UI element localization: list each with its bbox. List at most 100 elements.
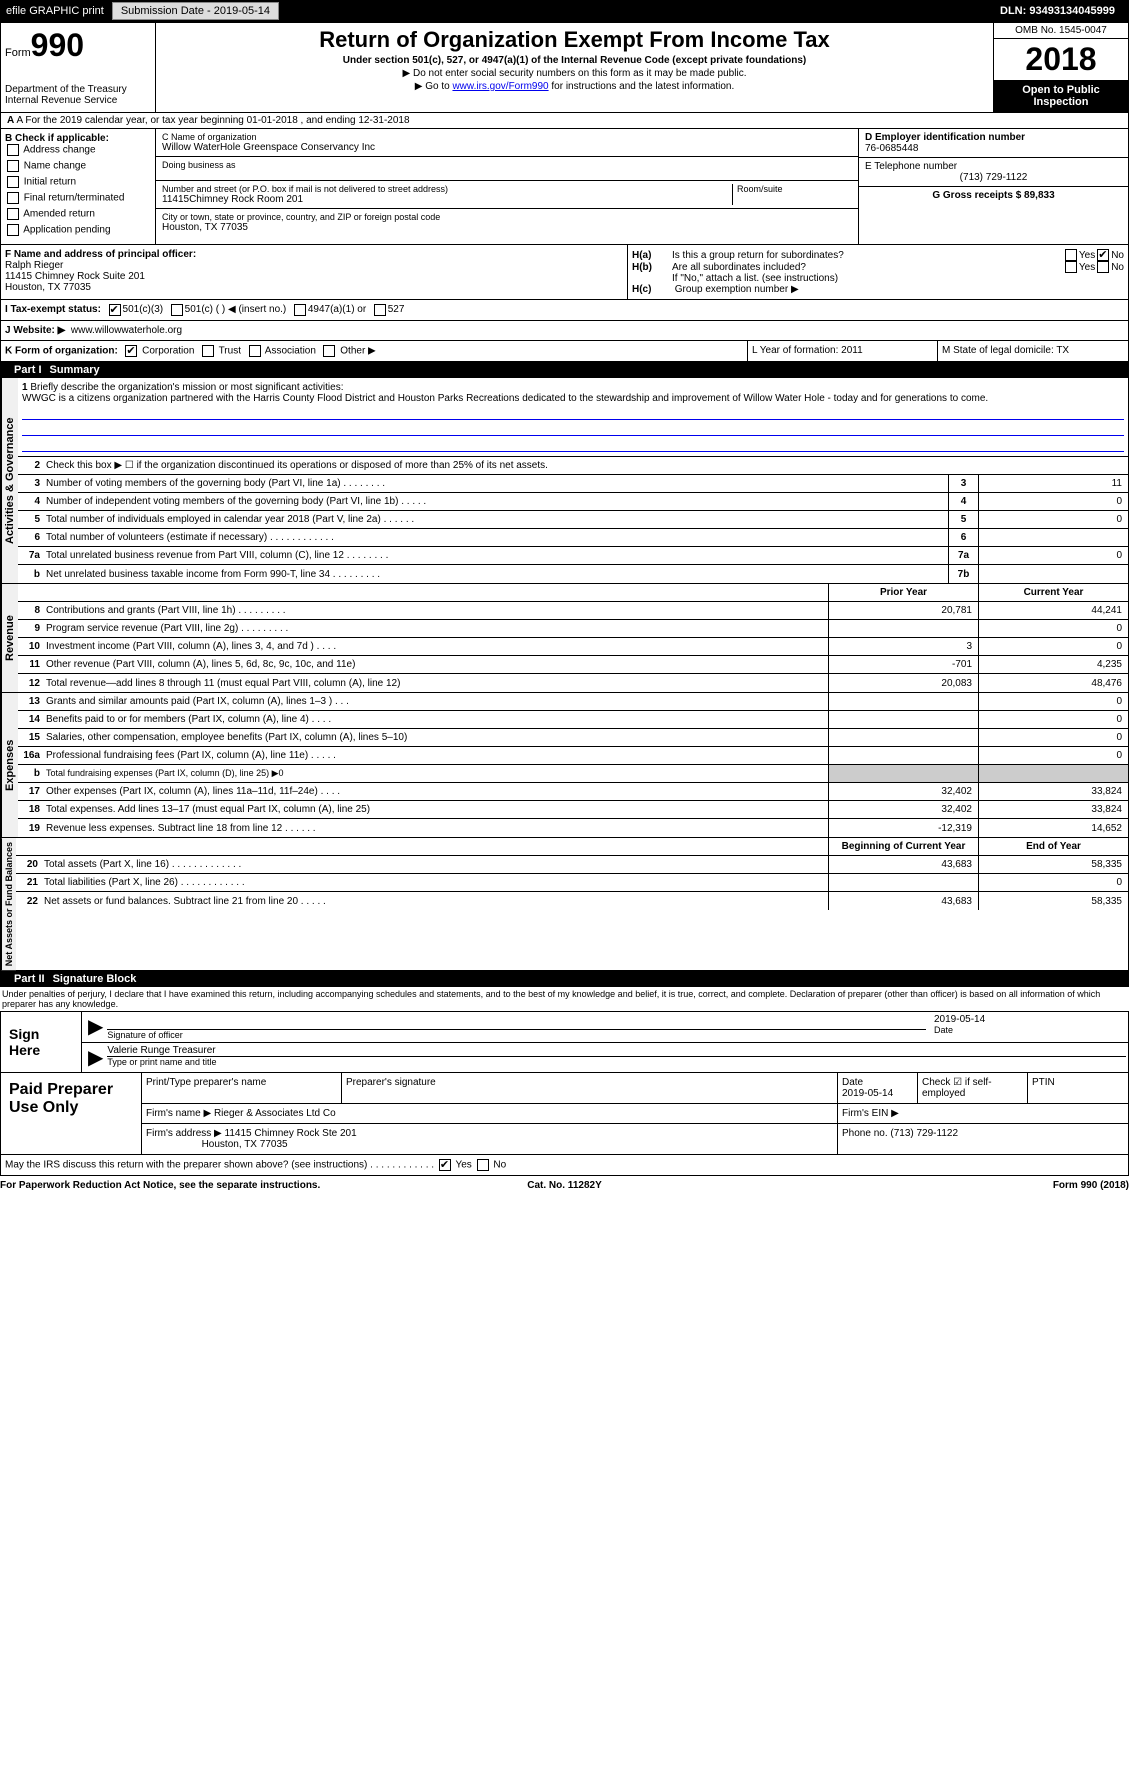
cb-addr: Address change [5, 144, 151, 156]
row-fh: F Name and address of principal officer:… [0, 245, 1129, 300]
hc-text: Group exemption number ▶ [675, 284, 799, 295]
row-j: J Website: ▶ www.willowwaterhole.org [0, 321, 1129, 341]
q2: Check this box ▶ ☐ if the organization d… [42, 458, 1128, 473]
q1-text: WWGC is a citizens organization partnere… [22, 393, 988, 404]
vlabel-gov: Activities & Governance [1, 378, 18, 583]
discuss-no-cb [477, 1159, 489, 1171]
c17: 33,824 [978, 783, 1128, 800]
c16b [978, 765, 1128, 782]
c12: 48,476 [978, 674, 1128, 692]
g-label: G Gross receipts $ 89,833 [865, 190, 1122, 201]
c19: 14,652 [978, 819, 1128, 837]
sig-officer-label: Signature of officer [107, 1030, 926, 1040]
preparer-section: Paid Preparer Use Only Print/Type prepar… [0, 1073, 1129, 1155]
form-number: 990 [31, 27, 84, 63]
expenses-section: Expenses 13Grants and similar amounts pa… [0, 693, 1129, 838]
p16b [828, 765, 978, 782]
q15: Salaries, other compensation, employee b… [42, 730, 828, 745]
p13 [828, 693, 978, 710]
q11: Other revenue (Part VIII, column (A), li… [42, 657, 828, 672]
firm-ein: Firm's EIN ▶ [838, 1104, 1128, 1123]
sign-section: Sign Here ▶ Signature of officer 2019-05… [0, 1011, 1129, 1073]
c10: 0 [978, 638, 1128, 655]
c14: 0 [978, 711, 1128, 728]
hdr-prior: Prior Year [828, 584, 978, 601]
v5: 0 [978, 511, 1128, 528]
q19: Revenue less expenses. Subtract line 18 … [42, 821, 828, 836]
open-public: Open to Public Inspection [994, 80, 1128, 112]
d-label: D Employer identification number [865, 132, 1122, 143]
cb-other [323, 345, 335, 357]
row-i: I Tax-exempt status: 501(c)(3) 501(c) ( … [0, 300, 1129, 321]
q1-label: Briefly describe the organization's miss… [30, 382, 343, 393]
q1-block: 1 Briefly describe the organization's mi… [18, 378, 1128, 457]
footer: For Paperwork Reduction Act Notice, see … [0, 1176, 1129, 1195]
p22: 43,683 [828, 892, 978, 910]
footer-right: Form 990 (2018) [753, 1180, 1129, 1191]
firm-addr: 11415 Chimney Rock Ste 201 [225, 1128, 357, 1139]
c16a: 0 [978, 747, 1128, 764]
e-label: E Telephone number [865, 161, 1122, 172]
p11: -701 [828, 656, 978, 673]
i-label: I Tax-exempt status: [5, 304, 101, 316]
section-b: B Check if applicable: Address change Na… [0, 129, 1129, 245]
footer-left: For Paperwork Reduction Act Notice, see … [0, 1180, 376, 1191]
ha-yes-cb [1065, 249, 1077, 261]
v4: 0 [978, 493, 1128, 510]
gross-row: G Gross receipts $ 89,833 [859, 187, 1128, 211]
v3: 11 [978, 475, 1128, 492]
note2-pre: ▶ Go to [415, 81, 453, 92]
q9: Program service revenue (Part VIII, line… [42, 621, 828, 636]
c20: 58,335 [978, 856, 1128, 873]
m-state: M State of legal domicile: TX [938, 341, 1128, 361]
form-id-box: Form990 Department of the Treasury Inter… [1, 23, 156, 112]
phone: (713) 729-1122 [865, 172, 1122, 183]
col-mid: C Name of organization Willow WaterHole … [156, 129, 858, 244]
row-a: A A For the 2019 calendar year, or tax y… [0, 113, 1129, 129]
room-label: Room/suite [737, 184, 852, 194]
p14 [828, 711, 978, 728]
row-k-lm: K Form of organization: Corporation Trus… [0, 341, 1129, 362]
c22: 58,335 [978, 892, 1128, 910]
hdr-current: Current Year [978, 584, 1128, 601]
city-row: City or town, state or province, country… [156, 209, 858, 236]
q16b: Total fundraising expenses (Part IX, col… [42, 766, 828, 781]
title-box: Return of Organization Exempt From Incom… [156, 23, 993, 112]
officer-addr2: Houston, TX 77035 [5, 282, 623, 293]
prep-col1: Print/Type preparer's name [142, 1073, 342, 1103]
dba-label: Doing business as [162, 160, 852, 170]
sig-date: 2019-05-14 [934, 1014, 1126, 1025]
q4: Number of independent voting members of … [42, 494, 948, 509]
prep-date: 2019-05-14 [842, 1088, 893, 1099]
dln: DLN: 93493134045999 [1000, 5, 1115, 17]
p17: 32,402 [828, 783, 978, 800]
discuss-row: May the IRS discuss this return with the… [0, 1155, 1129, 1176]
row-a-text: A For the 2019 calendar year, or tax yea… [16, 115, 409, 126]
h-section: H(a) Is this a group return for subordin… [628, 245, 1128, 299]
h-note: If "No," attach a list. (see instruction… [632, 273, 1124, 284]
cb-name: Name change [5, 160, 151, 172]
form990-link[interactable]: www.irs.gov/Form990 [452, 81, 548, 92]
hc-label: H(c) [632, 284, 672, 295]
c13: 0 [978, 693, 1128, 710]
penalty-text: Under penalties of perjury, I declare th… [0, 987, 1129, 1011]
cb-assoc [249, 345, 261, 357]
sig-name-label: Type or print name and title [107, 1057, 1126, 1067]
org-name: Willow WaterHole Greenspace Conservancy … [162, 142, 852, 153]
cb-trust [202, 345, 214, 357]
street: 11415Chimney Rock Room 201 [162, 194, 732, 205]
q7b: Net unrelated business taxable income fr… [42, 567, 948, 582]
website: www.willowwaterhole.org [71, 325, 182, 336]
vlabel-rev: Revenue [1, 584, 18, 692]
form-label: Form [5, 47, 31, 59]
note2: ▶ Go to www.irs.gov/Form990 for instruct… [160, 81, 989, 92]
form-header: Form990 Department of the Treasury Inter… [0, 22, 1129, 113]
street-label: Number and street (or P.O. box if mail i… [162, 184, 732, 194]
j-label: J Website: ▶ [5, 325, 65, 336]
f-label: F Name and address of principal officer: [5, 249, 623, 260]
part1-title: Summary [50, 364, 100, 376]
efile-header: efile GRAPHIC print Submission Date - 20… [0, 0, 1129, 22]
l-year: L Year of formation: 2011 [748, 341, 938, 361]
hb-yes-cb [1065, 261, 1077, 273]
c9: 0 [978, 620, 1128, 637]
